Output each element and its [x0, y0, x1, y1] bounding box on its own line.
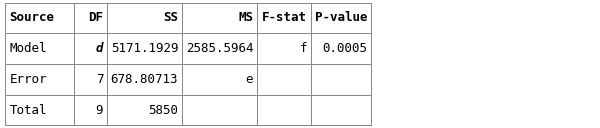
Text: F-stat: F-stat: [262, 11, 307, 24]
Text: Model: Model: [10, 42, 47, 55]
Text: 678.80713: 678.80713: [110, 73, 178, 86]
Text: 0.0005: 0.0005: [322, 42, 367, 55]
Text: SS: SS: [163, 11, 178, 24]
Text: 7: 7: [96, 73, 103, 86]
Text: P-value: P-value: [314, 11, 367, 24]
Text: f: f: [300, 42, 307, 55]
Text: MS: MS: [238, 11, 253, 24]
Text: Total: Total: [10, 104, 47, 117]
Text: DF: DF: [88, 11, 103, 24]
Text: Source: Source: [10, 11, 55, 24]
Text: 9: 9: [96, 104, 103, 117]
Text: 5850: 5850: [148, 104, 178, 117]
Text: e: e: [246, 73, 253, 86]
Text: 2585.5964: 2585.5964: [186, 42, 253, 55]
Text: 5171.1929: 5171.1929: [110, 42, 178, 55]
Text: Error: Error: [10, 73, 47, 86]
Text: d: d: [96, 42, 103, 55]
